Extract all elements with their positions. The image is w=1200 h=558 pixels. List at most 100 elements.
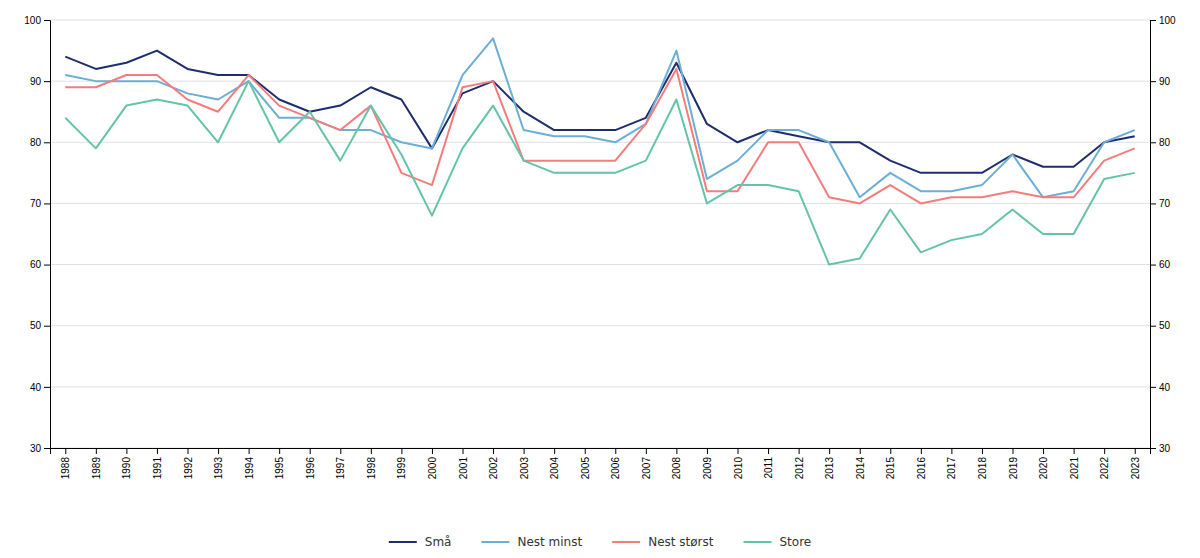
y-tick-mark [44, 265, 50, 266]
y2-tick-mark [1150, 448, 1156, 449]
x-tick: 2009 [702, 448, 713, 479]
grid [50, 20, 1150, 448]
x-tick-label: 1998 [366, 457, 377, 480]
legend-swatch [612, 541, 640, 543]
y-tick-mark [44, 20, 50, 21]
x-tick-mark [860, 448, 861, 454]
y-tick: 70 [30, 198, 50, 209]
x-tick-label: 1994 [244, 457, 255, 480]
y2-axis-line [1151, 21, 1157, 449]
y-tick-label: 100 [24, 15, 41, 26]
y-tick-mark [44, 326, 50, 327]
x-tick-label: 1993 [213, 457, 224, 480]
x-tick: 1992 [183, 448, 194, 479]
x-tick-label: 2013 [824, 457, 835, 480]
x-tick-label: 1997 [335, 457, 346, 480]
x-tick-label: 2006 [610, 457, 621, 480]
x-tick: 1988 [60, 448, 71, 479]
y-tick: 90 [30, 76, 50, 87]
x-tick-mark [676, 448, 677, 454]
x-tick-mark [432, 448, 433, 454]
x-tick-mark [768, 448, 769, 454]
x-tick: 2010 [733, 448, 744, 479]
y-tick-label: 70 [30, 198, 42, 209]
y2-tick: 100 [1150, 15, 1176, 26]
x-tick-label: 1989 [91, 457, 102, 480]
x-tick-mark [615, 448, 616, 454]
y2-tick-label: 100 [1159, 15, 1176, 26]
y-tick: 100 [24, 15, 50, 26]
legend-item: Små [389, 535, 452, 549]
legend-item: Nest størst [612, 535, 714, 549]
y-tick-label: 90 [30, 76, 42, 87]
x-tick: 2017 [946, 448, 957, 479]
legend-label: Store [780, 535, 812, 549]
legend-label: Nest størst [648, 535, 714, 549]
plot-area [65, 38, 1134, 264]
x-tick: 2012 [794, 448, 805, 479]
x-tick-mark [585, 448, 586, 454]
y-tick-label: 60 [30, 259, 42, 270]
x-tick: 2016 [916, 448, 927, 479]
x-tick-label: 2022 [1099, 457, 1110, 480]
x-tick: 2023 [1130, 448, 1141, 479]
legend-label: Små [425, 535, 452, 549]
x-tick: 1995 [274, 448, 285, 479]
x-tick: 2014 [855, 448, 866, 479]
x-tick-label: 2000 [427, 457, 438, 480]
x-tick: 2007 [641, 448, 652, 479]
x-tick-label: 2008 [671, 457, 682, 480]
x-tick-mark [157, 448, 158, 454]
y2-tick-label: 90 [1159, 76, 1171, 87]
x-tick: 1998 [366, 448, 377, 479]
x-tick-label: 2001 [458, 457, 469, 480]
x-tick: 1993 [213, 448, 224, 479]
x-tick-label: 2010 [733, 457, 744, 480]
x-tick-mark [738, 448, 739, 454]
x-tick: 1989 [91, 448, 102, 479]
x-tick-mark [279, 448, 280, 454]
x-tick-label: 2003 [519, 457, 530, 480]
legend-item: Nest minst [481, 535, 582, 549]
x-tick-label: 2021 [1069, 457, 1080, 480]
x-tick-label: 2017 [946, 457, 957, 480]
y2-tick-mark [1150, 326, 1156, 327]
y2-tick: 60 [1150, 259, 1171, 270]
y2-tick-mark [1150, 81, 1156, 82]
x-tick: 2003 [519, 448, 530, 479]
x-tick-label: 2011 [763, 457, 774, 479]
y-tick-mark [44, 203, 50, 204]
x-tick-mark [463, 448, 464, 454]
x-tick-label: 2016 [916, 457, 927, 480]
y-tick-mark [44, 448, 50, 449]
y2-tick: 80 [1150, 137, 1171, 148]
x-tick-mark [310, 448, 311, 454]
y-tick-label: 30 [30, 443, 42, 454]
y2-tick-label: 40 [1159, 382, 1171, 393]
grid-line [50, 203, 1150, 204]
y-tick-mark [44, 387, 50, 388]
x-tick-label: 1996 [305, 457, 316, 480]
y2-tick-label: 30 [1159, 443, 1171, 454]
x-tick-mark [126, 448, 127, 454]
y-axis-line [44, 21, 51, 449]
legend-label: Nest minst [517, 535, 582, 549]
legend-swatch [481, 541, 509, 543]
grid-line [50, 386, 1150, 387]
x-tick-mark [188, 448, 189, 454]
x-tick-mark [646, 448, 647, 454]
x-tick-mark [1074, 448, 1075, 454]
grid-line [50, 264, 1150, 265]
y2-tick: 70 [1150, 198, 1171, 209]
y2-tick: 90 [1150, 76, 1171, 87]
x-tick: 2002 [488, 448, 499, 479]
x-tick: 2011 [763, 448, 774, 479]
x-tick-mark [1043, 448, 1044, 454]
y-tick-label: 40 [30, 382, 42, 393]
x-tick-mark [96, 448, 97, 454]
x-tick: 1996 [305, 448, 316, 479]
x-tick: 2020 [1038, 448, 1049, 479]
x-tick: 1999 [396, 448, 407, 479]
y2-tick-mark [1150, 142, 1156, 143]
x-tick-label: 2014 [855, 457, 866, 480]
